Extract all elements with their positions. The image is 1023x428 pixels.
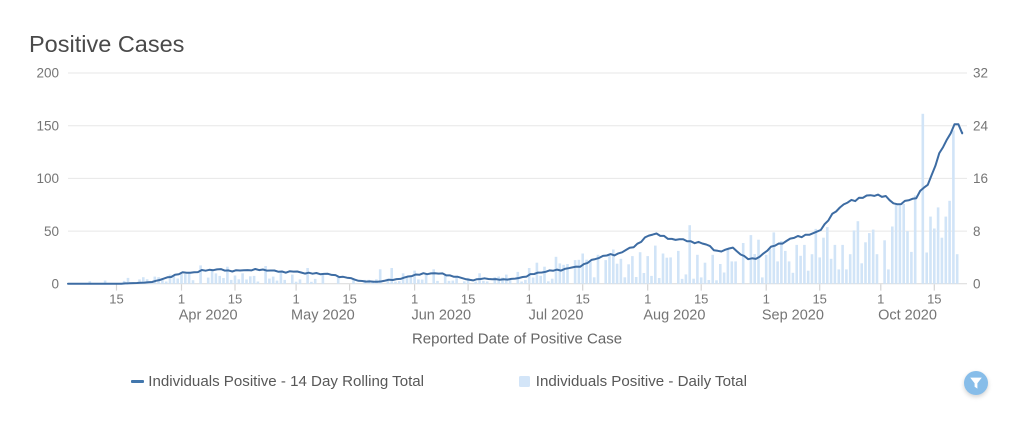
svg-text:8: 8: [973, 224, 981, 239]
svg-text:0: 0: [973, 277, 981, 292]
svg-text:Jul 2020: Jul 2020: [529, 308, 584, 324]
svg-text:16: 16: [973, 171, 988, 186]
svg-text:200: 200: [36, 66, 59, 81]
svg-text:15: 15: [461, 292, 475, 307]
svg-text:15: 15: [109, 292, 123, 307]
svg-text:15: 15: [228, 292, 242, 307]
svg-text:150: 150: [36, 118, 59, 133]
svg-text:Oct 2020: Oct 2020: [878, 308, 937, 324]
svg-text:Apr 2020: Apr 2020: [179, 308, 238, 324]
svg-text:1: 1: [411, 292, 418, 307]
svg-text:15: 15: [927, 292, 941, 307]
svg-text:1: 1: [877, 292, 884, 307]
svg-text:0: 0: [51, 277, 59, 292]
svg-text:1: 1: [763, 292, 770, 307]
svg-text:Aug 2020: Aug 2020: [643, 308, 705, 324]
svg-text:100: 100: [36, 171, 59, 186]
svg-text:1: 1: [178, 292, 185, 307]
svg-text:15: 15: [575, 292, 589, 307]
svg-text:1: 1: [292, 292, 299, 307]
svg-text:May 2020: May 2020: [291, 308, 355, 324]
svg-text:32: 32: [973, 66, 988, 81]
svg-text:Reported Date of Positive Case: Reported Date of Positive Case: [412, 331, 622, 348]
svg-text:15: 15: [812, 292, 826, 307]
svg-text:Sep 2020: Sep 2020: [762, 308, 824, 324]
svg-text:1: 1: [644, 292, 651, 307]
svg-text:24: 24: [973, 118, 989, 133]
svg-text:1: 1: [526, 292, 533, 307]
svg-text:15: 15: [694, 292, 708, 307]
svg-text:15: 15: [342, 292, 356, 307]
svg-text:50: 50: [44, 224, 59, 239]
svg-text:Jun 2020: Jun 2020: [411, 308, 471, 324]
